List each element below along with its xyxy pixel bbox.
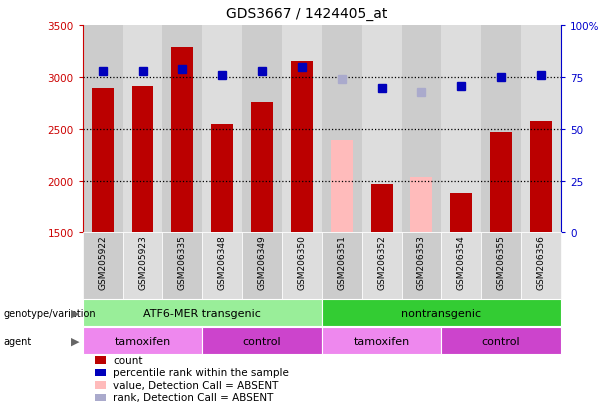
Text: GSM206351: GSM206351	[337, 235, 346, 290]
Bar	[242, 233, 282, 299]
Text: nontransgenic: nontransgenic	[402, 308, 481, 318]
Text: ▶: ▶	[71, 336, 80, 346]
Bar	[402, 26, 441, 233]
Text: GSM206350: GSM206350	[297, 235, 306, 290]
Bar	[83, 26, 123, 233]
Bar	[83, 299, 322, 327]
Bar	[172, 48, 193, 233]
Bar	[441, 26, 481, 233]
Text: GSM205923: GSM205923	[138, 235, 147, 290]
Bar	[242, 26, 282, 233]
Text: genotype/variation: genotype/variation	[3, 308, 96, 318]
Text: agent: agent	[3, 336, 31, 346]
Text: GSM206356: GSM206356	[536, 235, 546, 290]
Bar	[322, 26, 362, 233]
Bar	[530, 121, 552, 233]
Text: count: count	[113, 355, 143, 365]
Bar	[83, 328, 202, 355]
Bar	[371, 184, 392, 233]
Bar	[322, 299, 561, 327]
Text: control: control	[482, 336, 520, 346]
Bar	[441, 233, 481, 299]
Bar	[411, 177, 432, 233]
Bar	[451, 194, 472, 233]
Text: ▶: ▶	[71, 308, 80, 318]
Bar	[123, 26, 162, 233]
Bar	[331, 141, 352, 233]
Text: GSM205922: GSM205922	[98, 235, 107, 290]
Bar	[92, 88, 113, 233]
Text: GSM206355: GSM206355	[497, 235, 506, 290]
Text: GSM206348: GSM206348	[218, 235, 227, 290]
Bar	[162, 26, 202, 233]
Text: tamoxifen: tamoxifen	[115, 336, 170, 346]
Text: control: control	[243, 336, 281, 346]
Bar	[322, 233, 362, 299]
Bar	[490, 133, 512, 233]
Bar	[202, 233, 242, 299]
Bar	[362, 26, 402, 233]
Text: GSM206349: GSM206349	[257, 235, 267, 290]
Bar	[123, 233, 162, 299]
Bar	[282, 26, 322, 233]
Text: GSM206353: GSM206353	[417, 235, 426, 290]
Text: GSM206335: GSM206335	[178, 235, 187, 290]
Bar	[521, 233, 561, 299]
Bar	[322, 328, 441, 355]
Bar	[481, 26, 521, 233]
Bar	[441, 328, 561, 355]
Text: GSM206354: GSM206354	[457, 235, 466, 290]
Bar	[251, 103, 273, 233]
Bar	[202, 26, 242, 233]
Bar	[402, 233, 441, 299]
Bar	[211, 124, 233, 233]
Bar	[282, 233, 322, 299]
Text: percentile rank within the sample: percentile rank within the sample	[113, 368, 289, 377]
Text: rank, Detection Call = ABSENT: rank, Detection Call = ABSENT	[113, 392, 274, 402]
Text: tamoxifen: tamoxifen	[354, 336, 409, 346]
Text: value, Detection Call = ABSENT: value, Detection Call = ABSENT	[113, 380, 279, 390]
Bar	[362, 233, 402, 299]
Bar	[291, 62, 313, 233]
Bar	[162, 233, 202, 299]
Text: ATF6-MER transgenic: ATF6-MER transgenic	[143, 308, 261, 318]
Text: GDS3667 / 1424405_at: GDS3667 / 1424405_at	[226, 7, 387, 21]
Bar	[132, 86, 153, 233]
Bar	[481, 233, 521, 299]
Bar	[83, 233, 123, 299]
Bar	[202, 328, 322, 355]
Text: GSM206352: GSM206352	[377, 235, 386, 290]
Bar	[521, 26, 561, 233]
